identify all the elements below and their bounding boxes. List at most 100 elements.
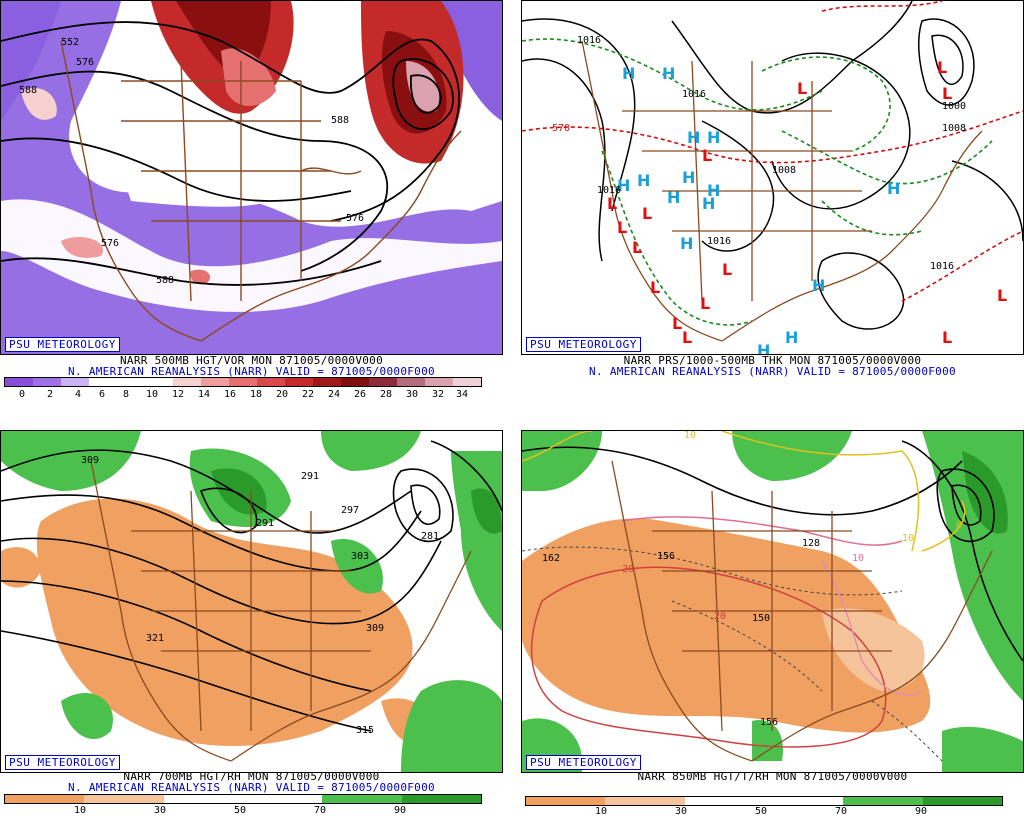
high-pressure-marker: H [707, 181, 720, 200]
color-swatch [843, 797, 923, 805]
psu-meteorology-badge: PSU METEOROLOGY [526, 755, 641, 770]
color-swatch [201, 378, 229, 386]
color-swatch [173, 378, 201, 386]
tick-label: 34 [455, 389, 469, 400]
contour-label: 291 [301, 471, 319, 482]
high-pressure-marker: H [667, 188, 680, 207]
tick-label: 6 [98, 389, 106, 400]
contour-label: 588 [156, 275, 174, 286]
tick-label: 0 [18, 389, 26, 400]
caption-title: NARR 500MB HGT/VOR MON 871005/0000V000 [119, 354, 384, 367]
contour-label: 1016 [682, 89, 706, 100]
caption-title: NARR 700MB HGT/RH MON 871005/0000V000 [123, 770, 380, 783]
contour-label: 570 [552, 123, 570, 134]
color-swatch [229, 378, 257, 386]
color-swatch [5, 378, 33, 386]
tick-label: 12 [171, 389, 185, 400]
contour-label: 588 [19, 85, 37, 96]
tick-label: 30 [405, 389, 419, 400]
contour-label: 128 [802, 538, 820, 549]
panel-700mb-height-rh: 291 297 291 281 303 309 309 321 315 PSU … [0, 415, 503, 819]
colorbar-rh [525, 796, 1003, 806]
contour-label: 0 [956, 520, 962, 531]
low-pressure-marker: L [607, 194, 617, 213]
color-swatch [285, 378, 313, 386]
tick-label: 10 [594, 806, 608, 817]
tick-label: 32 [431, 389, 445, 400]
high-pressure-marker: H [707, 128, 720, 147]
psu-meteorology-badge: PSU METEOROLOGY [5, 337, 120, 352]
high-pressure-marker: H [617, 176, 630, 195]
color-swatch [401, 795, 481, 803]
panel-850mb-height-temp-rh: 162 156 150 156 128 20 20 10 10 10 0 PSU… [521, 415, 1024, 819]
tick-label: 70 [313, 805, 327, 816]
map-500mb: 552 576 588 588 576 576 588 PSU METEOROL… [0, 0, 503, 355]
tick-label: 4 [74, 389, 82, 400]
contour-label: 315 [356, 725, 374, 736]
high-pressure-marker: H [785, 328, 798, 347]
color-swatch [684, 797, 764, 805]
map-700mb: 291 297 291 281 303 309 309 321 315 PSU … [0, 430, 503, 773]
low-pressure-marker: L [722, 260, 732, 279]
contour-label: 1016 [597, 185, 621, 196]
high-pressure-marker: H [887, 179, 900, 198]
psu-meteorology-badge: PSU METEOROLOGY [526, 337, 641, 352]
contour-label: 162 [542, 553, 560, 564]
tick-label: 26 [353, 389, 367, 400]
high-pressure-marker: H [687, 128, 700, 147]
tick-label: 10 [73, 805, 87, 816]
color-swatch [526, 797, 606, 805]
tick-label: 28 [379, 389, 393, 400]
contour-label: 303 [351, 551, 369, 562]
contour-label: 150 [752, 613, 770, 624]
color-swatch [605, 797, 685, 805]
low-pressure-marker: L [617, 218, 627, 237]
contour-label: 321 [146, 633, 164, 644]
low-pressure-marker: L [997, 286, 1007, 305]
colorbar-ticks: 10 30 50 70 90 [525, 807, 1001, 819]
high-pressure-marker: H [662, 64, 675, 83]
tick-label: 14 [197, 389, 211, 400]
color-swatch [322, 795, 402, 803]
tick-label: 20 [275, 389, 289, 400]
color-swatch [453, 378, 481, 386]
tick-label: 24 [327, 389, 341, 400]
low-pressure-marker: L [672, 314, 682, 333]
contour-label: 1000 [942, 101, 966, 112]
color-swatch [61, 378, 89, 386]
color-swatch [922, 797, 1002, 805]
panel-sea-level-pressure-thickness: H H H H H H H H H H H H H H H L L L L L [521, 0, 1024, 404]
panel-500mb-height-vorticity: 552 576 588 588 576 576 588 PSU METEOROL… [0, 0, 503, 404]
map-slp-thickness: H H H H H H H H H H H H H H H L L L L L [521, 0, 1024, 355]
contour-label: 1008 [942, 123, 966, 134]
tick-label: 50 [754, 806, 768, 817]
color-swatch [341, 378, 369, 386]
tick-label: 8 [122, 389, 130, 400]
color-swatch [117, 378, 145, 386]
low-pressure-marker: L [650, 278, 660, 297]
color-swatch [242, 795, 323, 803]
tick-label: 50 [233, 805, 247, 816]
contour-label: 10 [684, 431, 696, 441]
tick-label: 70 [834, 806, 848, 817]
contour-label: 1016 [707, 236, 731, 247]
contour-label: 156 [657, 551, 675, 562]
high-pressure-marker: H [637, 171, 650, 190]
caption-valid: N. AMERICAN REANALYSIS (NARR) VALID = 87… [589, 365, 956, 378]
low-pressure-marker: L [942, 84, 952, 103]
contour-label: 156 [760, 717, 778, 728]
colorbar-ticks: 0 2 4 6 8 10 12 14 16 18 20 22 24 26 28 … [4, 390, 480, 402]
high-pressure-marker: H [702, 194, 715, 213]
caption-title: NARR PRS/1000-500MB THK MON 871005/0000V… [623, 354, 922, 367]
colorbar-rh [4, 794, 482, 804]
contour-label: 20 [714, 611, 726, 622]
color-swatch [763, 797, 844, 805]
low-pressure-marker: L [632, 238, 642, 257]
tick-label: 16 [223, 389, 237, 400]
color-swatch [313, 378, 341, 386]
contour-label: 576 [101, 238, 119, 249]
map-850mb: 162 156 150 156 128 20 20 10 10 10 0 PSU… [521, 430, 1024, 773]
tick-label: 30 [153, 805, 167, 816]
high-pressure-marker: H [680, 234, 693, 253]
tick-label: 18 [249, 389, 263, 400]
